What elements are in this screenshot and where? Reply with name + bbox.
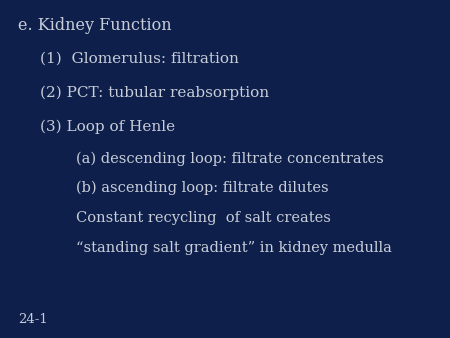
Text: (b) ascending loop: filtrate dilutes: (b) ascending loop: filtrate dilutes — [76, 180, 329, 195]
Text: (3) Loop of Henle: (3) Loop of Henle — [40, 120, 176, 134]
Text: “standing salt gradient” in kidney medulla: “standing salt gradient” in kidney medul… — [76, 241, 392, 256]
Text: e. Kidney Function: e. Kidney Function — [18, 17, 171, 34]
Text: (2) PCT: tubular reabsorption: (2) PCT: tubular reabsorption — [40, 86, 270, 100]
Text: Constant recycling  of salt creates: Constant recycling of salt creates — [76, 211, 331, 225]
Text: (1)  Glomerulus: filtration: (1) Glomerulus: filtration — [40, 52, 239, 66]
Text: (a) descending loop: filtrate concentrates: (a) descending loop: filtrate concentrat… — [76, 152, 384, 166]
Text: 24-1: 24-1 — [18, 313, 48, 326]
